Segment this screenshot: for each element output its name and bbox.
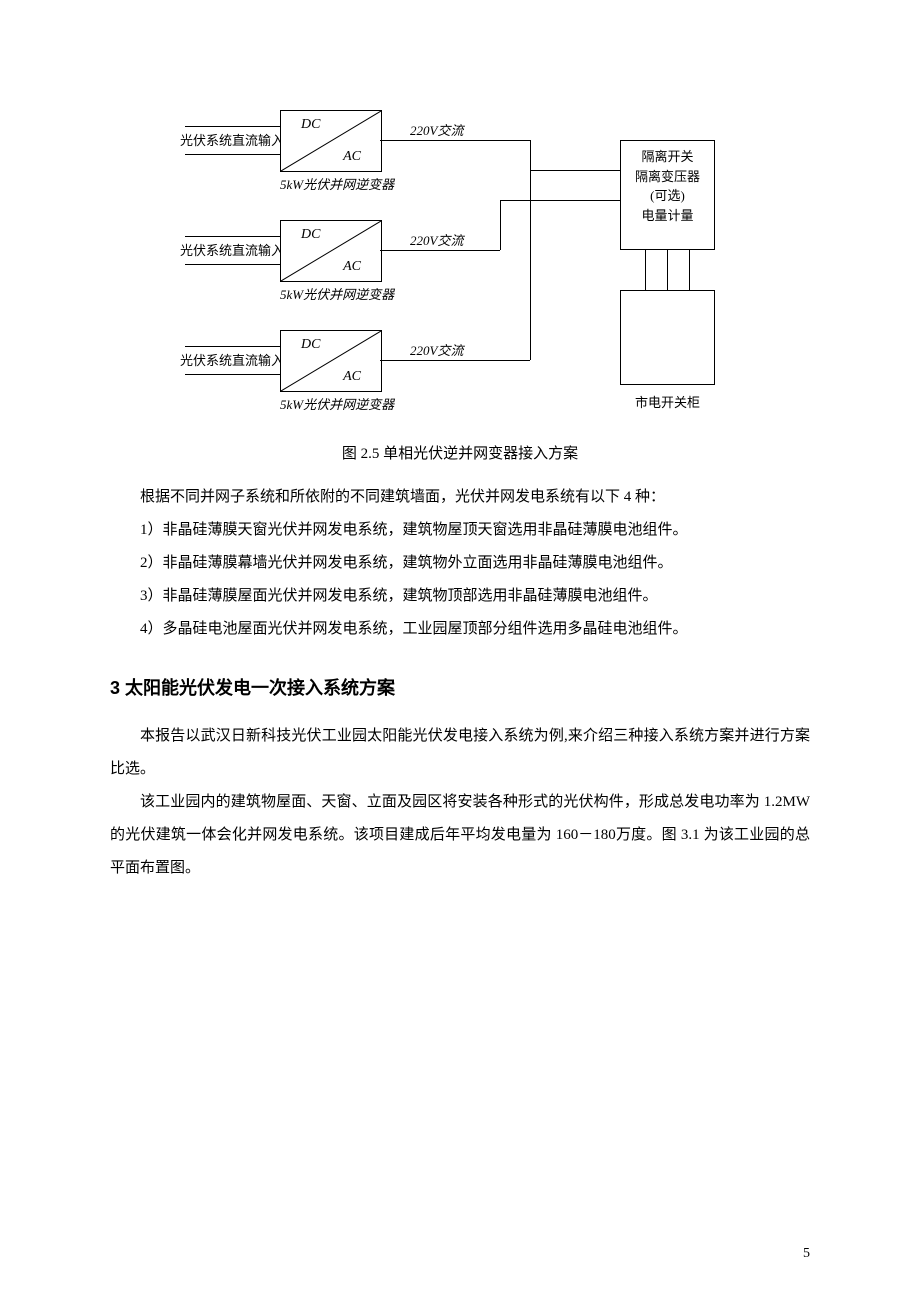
line <box>185 374 280 375</box>
line <box>185 154 280 155</box>
output-label: 220V交流 <box>410 340 463 359</box>
inverter-box: DC AC <box>280 220 382 282</box>
section-heading: 3 太阳能光伏发电一次接入系统方案 <box>110 674 810 700</box>
line <box>500 200 501 250</box>
output-label: 220V交流 <box>410 230 463 249</box>
page: 光伏系统直流输入 DC AC 5kW光伏并网逆变器 220V交流 光伏系统直流输… <box>0 0 920 1302</box>
ac-label: AC <box>343 259 361 275</box>
body-paragraph: 本报告以武汉日新科技光伏工业园太阳能光伏发电接入系统为例,来介绍三种接入系统方案… <box>110 720 810 786</box>
list-item: 2）非晶硅薄膜幕墙光伏并网发电系统，建筑物外立面选用非晶硅薄膜电池组件。 <box>110 547 810 580</box>
inverter-diagram: 光伏系统直流输入 DC AC 5kW光伏并网逆变器 220V交流 光伏系统直流输… <box>180 90 740 430</box>
iso-line2: 隔离变压器 <box>621 167 714 187</box>
line <box>645 250 646 290</box>
body-paragraph: 该工业园内的建筑物屋面、天窗、立面及园区将安装各种形式的光伏构件，形成总发电功率… <box>110 786 810 885</box>
input-label: 光伏系统直流输入 <box>180 130 284 149</box>
iso-line1: 隔离开关 <box>621 147 714 167</box>
dc-label: DC <box>301 337 320 353</box>
line <box>185 236 280 237</box>
list-item: 3）非晶硅薄膜屋面光伏并网发电系统，建筑物顶部选用非晶硅薄膜电池组件。 <box>110 580 810 613</box>
line <box>185 346 280 347</box>
line <box>380 250 500 251</box>
iso-line3: (可选) <box>621 186 714 206</box>
ac-label: AC <box>343 149 361 165</box>
line <box>530 170 620 171</box>
figure-caption: 图 2.5 单相光伏逆并网变器接入方案 <box>110 442 810 463</box>
page-number: 5 <box>803 1246 810 1262</box>
isolation-box: 隔离开关 隔离变压器 (可选) 电量计量 <box>620 140 715 250</box>
line <box>380 360 530 361</box>
line <box>530 140 531 360</box>
dc-label: DC <box>301 227 320 243</box>
ac-label: AC <box>343 369 361 385</box>
grid-label: 市电开关柜 <box>635 392 700 411</box>
line <box>689 250 690 290</box>
inverter-label: 5kW光伏并网逆变器 <box>280 394 394 413</box>
iso-line4: 电量计量 <box>621 206 714 226</box>
input-label: 光伏系统直流输入 <box>180 240 284 259</box>
input-label: 光伏系统直流输入 <box>180 350 284 369</box>
dc-label: DC <box>301 117 320 133</box>
line <box>185 126 280 127</box>
list-item: 1）非晶硅薄膜天窗光伏并网发电系统，建筑物屋顶天窗选用非晶硅薄膜电池组件。 <box>110 514 810 547</box>
inverter-label: 5kW光伏并网逆变器 <box>280 174 394 193</box>
list-item: 4）多晶硅电池屋面光伏并网发电系统，工业园屋顶部分组件选用多晶硅电池组件。 <box>110 613 810 646</box>
line <box>185 264 280 265</box>
line <box>667 250 668 290</box>
line <box>380 140 530 141</box>
output-label: 220V交流 <box>410 120 463 139</box>
grid-box <box>620 290 715 385</box>
inverter-box: DC AC <box>280 330 382 392</box>
inverter-label: 5kW光伏并网逆变器 <box>280 284 394 303</box>
intro-paragraph: 根据不同并网子系统和所依附的不同建筑墙面，光伏并网发电系统有以下 4 种： <box>110 481 810 514</box>
line <box>500 200 620 201</box>
inverter-box: DC AC <box>280 110 382 172</box>
